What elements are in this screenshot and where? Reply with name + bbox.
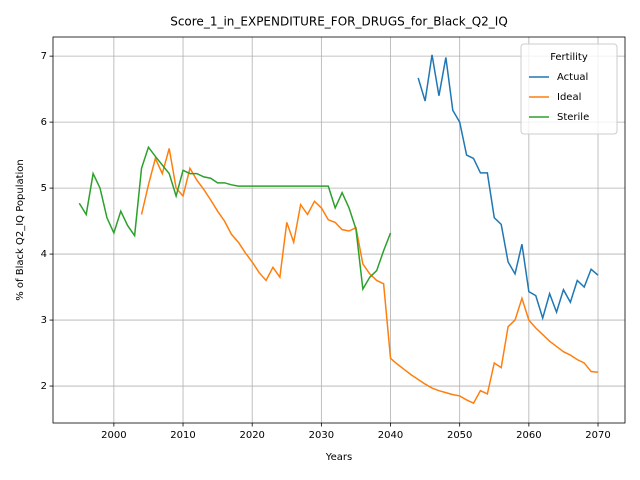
x-tick-label: 2040 xyxy=(378,430,403,441)
legend-label: Actual xyxy=(557,72,588,83)
x-tick-label: 2030 xyxy=(309,430,334,441)
legend-label: Sterile xyxy=(557,112,589,123)
line-series xyxy=(417,54,599,321)
y-tick-label: 2 xyxy=(41,381,47,392)
y-tick-label: 7 xyxy=(41,51,47,62)
x-tick-label: 2050 xyxy=(447,430,472,441)
line-series xyxy=(78,145,392,292)
chart-title: Score_1_in_EXPENDITURE_FOR_DRUGS_for_Bla… xyxy=(170,15,508,29)
x-tick-label: 2000 xyxy=(101,430,126,441)
x-axis-label: Years xyxy=(325,452,352,463)
y-tick-label: 5 xyxy=(41,183,47,194)
x-tick-label: 2020 xyxy=(239,430,264,441)
y-tick-label: 4 xyxy=(41,249,47,260)
line-series xyxy=(140,148,599,405)
x-tick-label: 2070 xyxy=(585,430,610,441)
x-tick-label: 2010 xyxy=(170,430,195,441)
y-axis-label: % of Black Q2_IQ Population xyxy=(15,159,26,301)
legend-label: Ideal xyxy=(557,92,581,103)
plot-frame xyxy=(52,36,626,424)
legend-title: Fertility xyxy=(550,52,588,63)
y-tick-label: 6 xyxy=(41,117,47,128)
y-tick-label: 3 xyxy=(41,315,47,326)
legend-box xyxy=(520,43,618,135)
x-tick-label: 2060 xyxy=(516,430,541,441)
